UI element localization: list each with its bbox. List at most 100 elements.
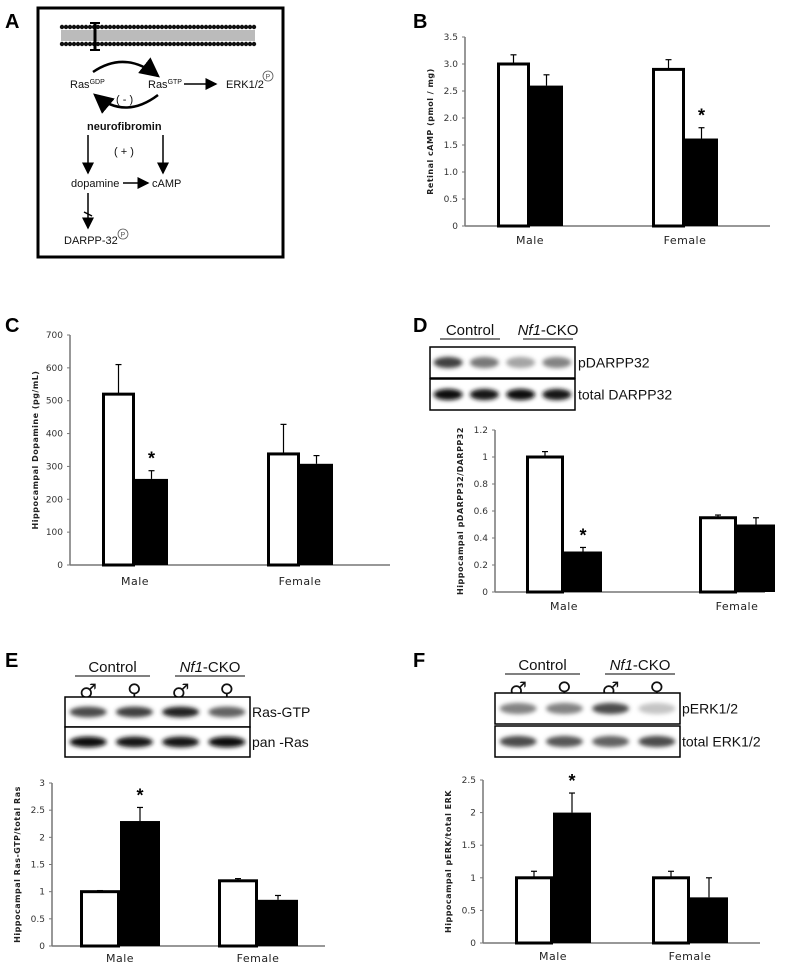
y-tick-label: 2.5 [462, 776, 476, 786]
y-tick-label: 0 [470, 939, 476, 949]
bar [258, 899, 298, 946]
bar-chart-b: 0 0.5 1.0 1.5 2.0 2.5 3.0 3.5 Retinal cAMP (pmol… [426, 33, 770, 247]
x-category-label: Female [279, 575, 322, 588]
bar [530, 85, 563, 226]
blot-row-label: total ERK1/2 [682, 734, 761, 750]
bar [564, 551, 602, 592]
y-tick-label: 2 [39, 833, 45, 843]
blot-band [592, 735, 630, 748]
x-category-label: Male [539, 950, 567, 963]
svg-text:P: P [266, 74, 271, 81]
y-tick-label: 0.6 [474, 507, 489, 517]
bar-chart-d: 0 0.2 0.4 0.6 0.8 1 1.2 Hippocampal pDARPP32/DA… [456, 426, 775, 613]
bar-chart-e: 0 0.5 1 1.5 2 2.5 3 Hippocampal Ras-GTP/total R… [13, 779, 325, 965]
y-tick-label: 1.5 [31, 861, 45, 871]
y-tick-label: 0 [57, 561, 63, 571]
y-tick-label: 0.5 [31, 915, 45, 925]
bar [526, 455, 564, 594]
x-category-label: Female [237, 952, 280, 965]
panel-label-e: E [5, 650, 18, 672]
group-label-nf1-cko: Nf1-CKO [180, 659, 241, 676]
y-tick-label: 1 [39, 888, 45, 898]
bar [699, 516, 737, 594]
x-category-label: Female [716, 600, 759, 613]
diagram-frame [36, 6, 285, 259]
ras-gdp-label: RasGDP [70, 79, 105, 91]
blot-band [433, 388, 463, 401]
blot-band [162, 706, 200, 718]
svg-text:P: P [121, 232, 126, 239]
y-tick-label: 300 [46, 462, 63, 472]
blot-band [542, 356, 572, 369]
y-tick-label: 3.0 [444, 60, 459, 70]
bar [652, 876, 690, 945]
significance-marker: * [568, 771, 575, 791]
blot-band [162, 736, 200, 748]
group-label-control: Control [88, 659, 136, 676]
dopamine-label: dopamine [71, 178, 119, 190]
y-tick-label: 100 [46, 528, 63, 538]
blot-band [115, 736, 153, 748]
x-category-label: Female [664, 234, 707, 247]
blot-band [469, 356, 499, 369]
panel-label-c: C [5, 315, 19, 337]
y-tick-label: 3 [39, 779, 45, 789]
neurofibromin-label: neurofibromin [87, 121, 162, 133]
blot-band [506, 388, 536, 401]
panel-label-d: D [413, 315, 427, 337]
blot-band [69, 706, 107, 718]
blot-band [506, 356, 536, 369]
blot-row-label: pERK1/2 [682, 701, 738, 717]
positive-regulation-label: ( + ) [114, 146, 134, 158]
blot-band [545, 735, 583, 748]
y-tick-label: 2.5 [31, 806, 45, 816]
significance-marker: * [579, 525, 586, 545]
y-tick-label: 400 [46, 430, 63, 440]
y-tick-label: 1.2 [474, 426, 488, 436]
x-category-label: Female [669, 950, 712, 963]
bar [737, 524, 775, 592]
y-tick-label: 1 [482, 453, 488, 463]
x-category-label: Male [106, 952, 134, 965]
y-tick-label: 2 [470, 809, 476, 819]
y-tick-label: 0.5 [462, 906, 476, 916]
y-tick-label: 2.5 [444, 87, 458, 97]
bar [553, 812, 591, 943]
y-tick-label: 0.2 [474, 561, 488, 571]
group-label-control: Control [446, 322, 494, 339]
pathway-diagram: RasGDP RasGTP ERK1/2 P ( - ) neurofibrom… [36, 6, 285, 259]
bar [135, 478, 168, 565]
bar [685, 138, 718, 226]
y-tick-label: 200 [46, 495, 63, 505]
blot-band [638, 702, 676, 715]
blot-band [433, 356, 463, 369]
blot-band [499, 702, 537, 715]
ras-gtp-label: RasGTP [148, 79, 182, 91]
x-category-label: Male [516, 234, 544, 247]
x-category-label: Male [121, 575, 149, 588]
cell-membrane-icon [59, 24, 257, 47]
blot-band [499, 735, 537, 748]
panel-label-f: F [413, 650, 425, 672]
bar [652, 67, 685, 228]
bar [218, 879, 258, 948]
blot-band [638, 735, 676, 748]
blot-row-label: pan -Ras [252, 734, 309, 750]
y-tick-label: 500 [46, 397, 63, 407]
x-category-label: Male [550, 600, 578, 613]
bar [690, 897, 728, 943]
blot-row-label: Ras-GTP [252, 704, 310, 720]
blot-band [208, 736, 246, 748]
significance-marker: * [136, 785, 143, 805]
activation-arrow [92, 57, 160, 78]
y-tick-label: 0 [482, 588, 488, 598]
y-tick-label: 2.0 [444, 114, 459, 124]
blot-band [592, 702, 630, 715]
blot-row-label: pDARPP32 [578, 355, 650, 371]
bar [515, 876, 553, 945]
camp-label: cAMP [152, 178, 181, 190]
darpp-label: DARPP-32 [64, 235, 118, 247]
bar [80, 890, 120, 948]
